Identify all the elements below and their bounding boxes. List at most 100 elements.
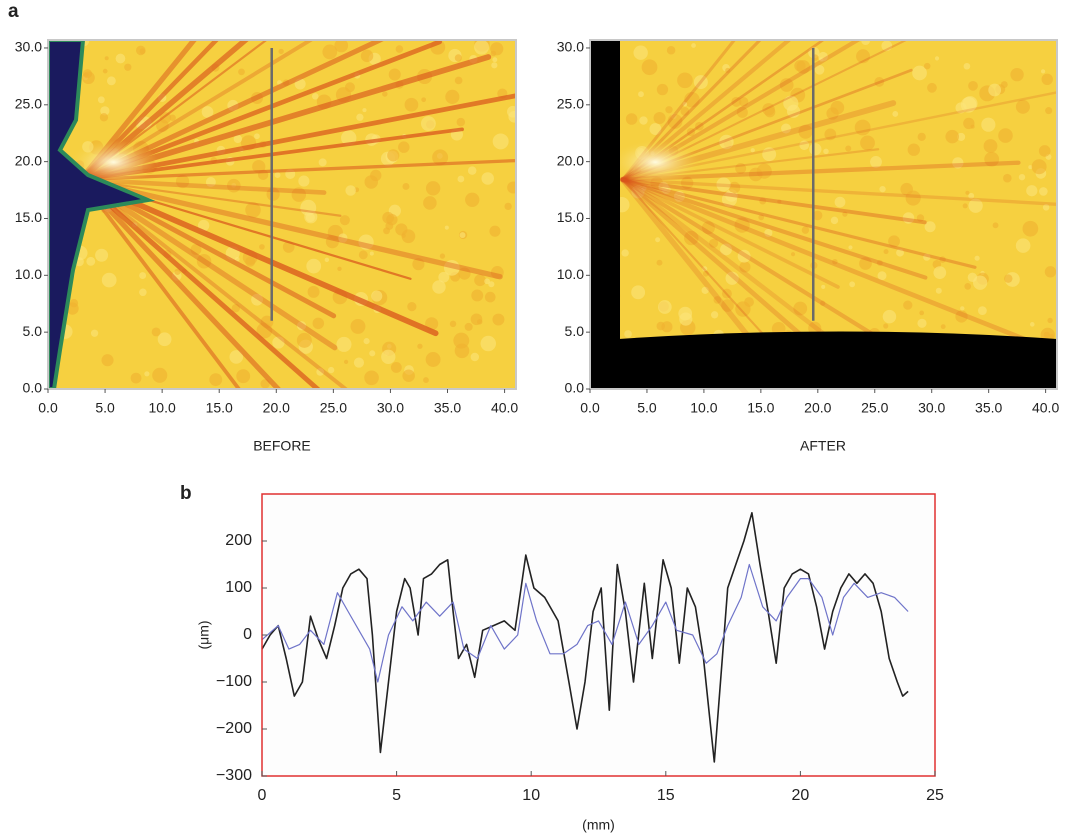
- texture-spot: [933, 266, 947, 279]
- texture-spot: [312, 93, 319, 100]
- texture-spot: [360, 49, 374, 63]
- texture-spot: [471, 289, 484, 302]
- texture-spot: [1015, 238, 1031, 253]
- texture-spot: [1049, 334, 1054, 339]
- texture-spot: [101, 272, 117, 288]
- texture-spot: [175, 174, 190, 189]
- texture-spot: [736, 106, 748, 118]
- texture-spot: [312, 317, 325, 330]
- texture-spot: [402, 369, 415, 383]
- plot-frame: [589, 39, 1058, 390]
- texture-spot: [621, 249, 629, 257]
- texture-spot: [667, 113, 683, 129]
- texture-spot: [229, 350, 244, 364]
- texture-spot: [903, 300, 913, 310]
- y-tick-label: 25.0: [557, 96, 584, 112]
- texture-spot: [1022, 220, 1039, 237]
- texture-spot: [972, 275, 988, 290]
- texture-spot: [896, 248, 904, 257]
- texture-spot: [484, 278, 490, 285]
- texture-spot: [721, 191, 738, 207]
- texture-spot: [369, 350, 376, 357]
- texture-spot: [790, 252, 796, 257]
- texture-spot: [432, 280, 446, 294]
- texture-spot: [1004, 274, 1013, 283]
- dark-region: [48, 40, 156, 389]
- y-tick-label: 5.0: [565, 323, 585, 339]
- texture-spot: [156, 119, 169, 132]
- texture-spot: [964, 283, 972, 290]
- texture-spot: [682, 101, 688, 107]
- texture-spot: [633, 45, 648, 60]
- texture-spot: [735, 301, 751, 317]
- texture-spot: [882, 309, 897, 324]
- texture-spot: [907, 143, 920, 156]
- texture-spot: [298, 175, 310, 187]
- texture-spot: [205, 177, 216, 188]
- texture-spot: [90, 329, 99, 337]
- texture-spot: [470, 313, 483, 326]
- texture-spot: [854, 119, 871, 136]
- texture-spot: [491, 62, 498, 69]
- texture-spot: [358, 234, 374, 250]
- texture-spot: [957, 132, 966, 141]
- texture-spot: [737, 249, 751, 263]
- texture-spot: [201, 106, 214, 118]
- texture-spot: [927, 82, 937, 93]
- texture-spot: [960, 97, 977, 113]
- texture-spot: [834, 196, 846, 208]
- texture-spot: [764, 228, 773, 237]
- texture-spot: [709, 238, 719, 248]
- texture-spot: [490, 50, 497, 57]
- texture-spot: [639, 116, 648, 125]
- texture-streak: [78, 40, 220, 182]
- texture-spot: [492, 313, 505, 326]
- y-tick-label: 10.0: [557, 266, 584, 282]
- texture-spot: [432, 149, 449, 166]
- texture-spot: [739, 261, 751, 273]
- texture-spot: [777, 199, 782, 204]
- texture-spot: [649, 123, 662, 135]
- texture-spot: [266, 187, 280, 201]
- texture-spot: [656, 259, 663, 266]
- y-tick-label: −100: [216, 673, 252, 690]
- texture-spot: [291, 187, 307, 202]
- texture-spot: [383, 227, 390, 235]
- texture-spot: [457, 175, 465, 183]
- texture-spot: [721, 288, 732, 299]
- texture-spot: [762, 147, 777, 162]
- texture-spot: [808, 321, 822, 335]
- texture-spot: [307, 285, 320, 298]
- texture-spot: [870, 155, 882, 168]
- texture-spot: [97, 96, 105, 104]
- texture-spot: [701, 286, 709, 294]
- texture-spot: [883, 323, 889, 329]
- texture-spot: [801, 226, 810, 234]
- texture-spot: [883, 249, 889, 255]
- texture-spot: [988, 83, 1002, 97]
- texture-streak: [78, 176, 503, 280]
- y-tick-label: −300: [216, 767, 252, 784]
- panel-label: a: [8, 1, 19, 22]
- texture-spot: [716, 177, 731, 192]
- texture-spot: [474, 274, 486, 287]
- texture-spot: [686, 127, 696, 137]
- texture-spot: [842, 211, 848, 217]
- texture-streak: [78, 176, 282, 389]
- texture-spot: [759, 197, 767, 205]
- texture-spot: [799, 140, 810, 151]
- texture-spot: [1039, 187, 1048, 196]
- texture-spot: [353, 357, 365, 368]
- texture-spot: [1015, 99, 1030, 114]
- texture-spot: [474, 40, 490, 55]
- texture-spot: [382, 211, 394, 224]
- texture-spot: [456, 117, 466, 127]
- texture-streak: [79, 178, 342, 217]
- texture-spot: [735, 162, 747, 174]
- texture-spot: [404, 97, 419, 112]
- texture-spot: [962, 203, 968, 209]
- x-tick-label: 5: [392, 787, 401, 804]
- texture-spot: [666, 45, 676, 55]
- x-tick-label: 20.0: [804, 400, 831, 416]
- texture-spot: [130, 372, 142, 384]
